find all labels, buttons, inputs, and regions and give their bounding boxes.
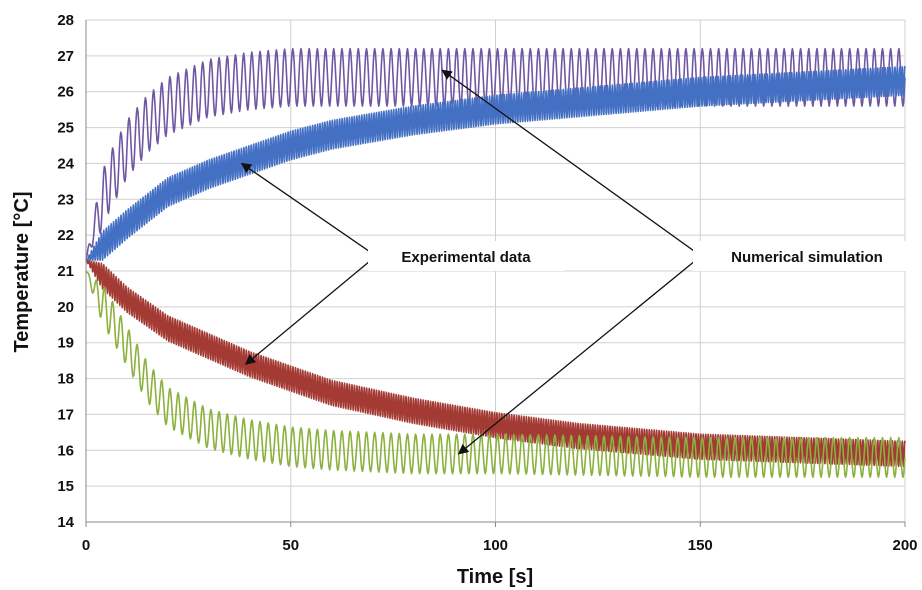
y-tick-label: 25 bbox=[57, 120, 74, 137]
series-line-numerical-cold bbox=[85, 270, 906, 478]
y-tick-label: 22 bbox=[57, 227, 74, 244]
series-line-experimental-hot bbox=[85, 65, 906, 261]
y-tick-label: 21 bbox=[57, 263, 74, 280]
series-group bbox=[85, 47, 906, 478]
annotation-label: Experimental data bbox=[401, 249, 531, 266]
y-tick-label: 17 bbox=[57, 406, 74, 423]
annotation-arrow bbox=[240, 162, 377, 257]
annotation-arrow bbox=[244, 255, 377, 365]
x-tick-label: 150 bbox=[688, 537, 713, 554]
tick-labels: 14 15 16 17 18 19 20 21 22 23 24 25 26 27 28 0 50 100 150 2… bbox=[57, 12, 917, 554]
series-line-numerical-hot bbox=[85, 47, 906, 261]
annotation-box bbox=[693, 241, 921, 271]
annotation-arrow bbox=[457, 255, 702, 455]
y-tick-label: 19 bbox=[57, 335, 74, 352]
y-axis-title: Temperature [°C] bbox=[11, 192, 33, 353]
y-tick-label: 26 bbox=[57, 84, 74, 101]
y-tick-label: 24 bbox=[57, 155, 74, 172]
x-tick-label: 200 bbox=[892, 537, 917, 554]
x-tick-label: 50 bbox=[282, 537, 299, 554]
y-tick-label: 14 bbox=[57, 514, 74, 531]
annotation-arrow bbox=[441, 69, 702, 257]
y-tick-label: 16 bbox=[57, 442, 74, 459]
y-tick-label: 18 bbox=[57, 371, 74, 388]
x-tick-label: 100 bbox=[483, 537, 508, 554]
y-tick-label: 23 bbox=[57, 191, 74, 208]
series-line-experimental-cold bbox=[85, 259, 906, 468]
x-tick-label: 0 bbox=[82, 537, 90, 554]
y-tick-label: 28 bbox=[57, 12, 74, 29]
x-axis-title: Time [s] bbox=[457, 566, 533, 588]
annotation-label: Numerical simulation bbox=[731, 249, 883, 266]
y-tick-label: 15 bbox=[57, 478, 74, 495]
annotation-box bbox=[368, 241, 564, 271]
axes bbox=[85, 20, 906, 527]
annotations: Experimental data Numerical simulation bbox=[240, 69, 921, 455]
y-tick-label: 27 bbox=[57, 48, 74, 65]
y-tick-label: 20 bbox=[57, 299, 74, 316]
